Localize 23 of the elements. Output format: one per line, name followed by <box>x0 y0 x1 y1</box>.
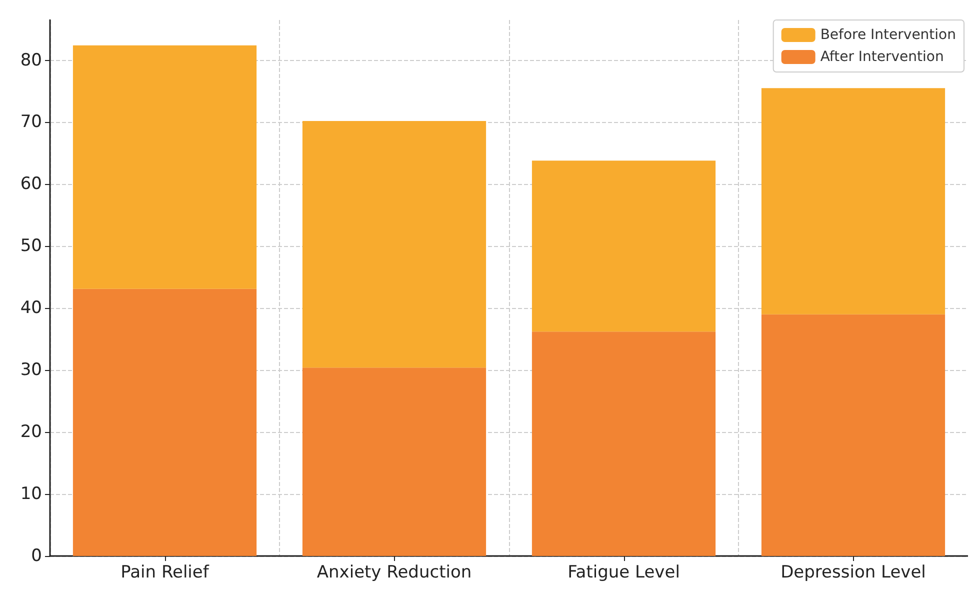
y-tick-label: 40 <box>20 298 42 318</box>
x-tick-label: Fatigue Level <box>568 562 680 582</box>
legend-label: Before Intervention <box>820 27 956 43</box>
bar <box>72 45 257 289</box>
y-tick-label: 10 <box>20 484 42 504</box>
y-tick-label: 20 <box>20 422 42 442</box>
y-tick-label: 80 <box>20 50 42 70</box>
y-tick-label: 70 <box>20 112 42 132</box>
bar <box>302 368 486 556</box>
y-tick-label: 30 <box>20 360 42 380</box>
legend-label: After Intervention <box>820 49 944 65</box>
x-tick-label: Depression Level <box>780 562 926 582</box>
bar <box>761 314 946 556</box>
bar <box>532 160 716 332</box>
bar <box>72 288 257 556</box>
bar <box>532 332 716 556</box>
y-tick-label: 0 <box>31 546 42 566</box>
x-tick-label: Anxiety Reduction <box>316 562 472 582</box>
x-tick-label: Pain Relief <box>120 562 210 582</box>
y-tick-label: 60 <box>20 174 42 194</box>
y-tick-label: 50 <box>20 236 42 256</box>
bar <box>302 121 486 368</box>
bar <box>761 88 946 314</box>
